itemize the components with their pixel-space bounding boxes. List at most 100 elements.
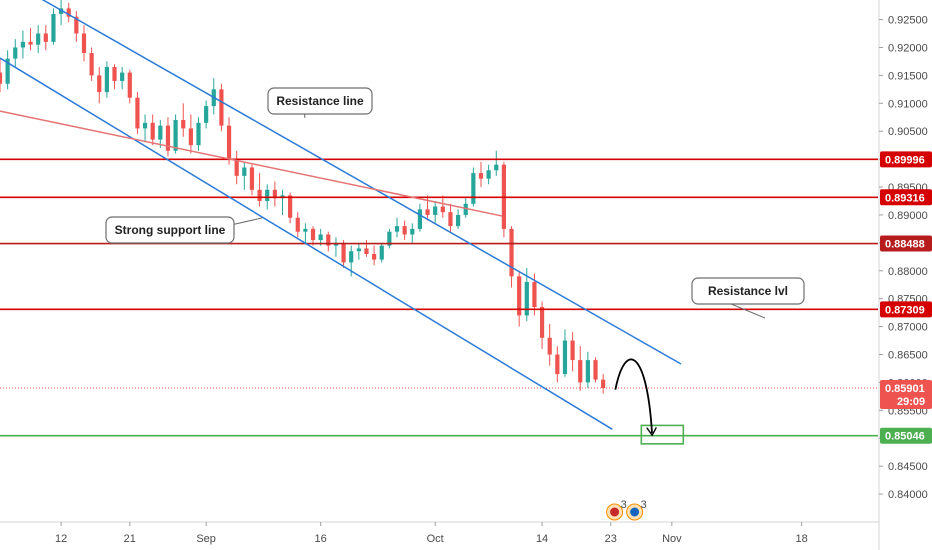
projection-arrow[interactable]: [614, 358, 652, 433]
callout-label: Resistance lvl: [708, 284, 788, 298]
candle-body: [112, 66, 117, 81]
candle-body: [364, 248, 369, 255]
candle-body: [310, 228, 316, 241]
candle-body: [303, 228, 308, 232]
candle-body: [425, 209, 430, 215]
price-tag[interactable]: [880, 301, 932, 318]
price-tick-label: 0.87000: [888, 322, 928, 334]
candle-body: [127, 72, 132, 98]
candle-body: [89, 53, 94, 76]
time-axis[interactable]: 12 21 Sep 16 Oct 14 23 Nov 18 3 3: [0, 499, 879, 545]
channel-line-upper[interactable]: [41, 0, 682, 365]
callout[interactable]: Resistance lvl: [691, 277, 805, 319]
callout-box[interactable]: [691, 277, 805, 305]
annotations-layer[interactable]: Resistance line Strong support line Resist…: [105, 87, 805, 319]
time-tick-label: Oct: [427, 533, 444, 545]
price-tag[interactable]: [880, 235, 932, 252]
candle-body: [158, 125, 163, 140]
candle-body: [74, 16, 79, 34]
candle-body: [165, 125, 171, 151]
candle-body: [387, 231, 392, 246]
candle-body: [181, 120, 186, 129]
candle-body: [455, 214, 461, 227]
candle-body: [555, 354, 560, 375]
callout-pointer: [303, 113, 306, 119]
candle-body: [417, 209, 423, 229]
callout[interactable]: Resistance line: [267, 87, 373, 119]
callout[interactable]: Strong support line: [105, 216, 263, 244]
candle-body: [20, 41, 26, 48]
callout-box[interactable]: [267, 87, 373, 115]
price-tag-label: 0.88488: [885, 239, 925, 251]
candle-body: [28, 41, 33, 45]
candle-body: [471, 173, 476, 204]
candle-body: [43, 33, 48, 42]
candle-body: [585, 360, 590, 383]
candle-body: [188, 128, 193, 146]
candle-body: [234, 159, 239, 176]
target-box[interactable]: [640, 424, 685, 445]
candle-body: [150, 122, 155, 140]
price-tag-label: 0.89316: [885, 192, 925, 204]
price-tag[interactable]: [880, 189, 932, 206]
price-tick-label: 0.84000: [888, 489, 928, 501]
candle-body: [410, 228, 415, 235]
current-price-tag[interactable]: [880, 379, 932, 409]
event-count-label: 3: [641, 499, 647, 511]
candle-body: [593, 360, 598, 380]
drawings-layer[interactable]: [0, 0, 878, 445]
candle-body: [81, 33, 87, 54]
price-tag[interactable]: [880, 427, 932, 444]
candle-body: [265, 189, 270, 201]
candle-body: [326, 234, 331, 246]
candle-body: [226, 125, 232, 160]
price-axis[interactable]: 0.925000.920000.915000.910000.905000.900…: [878, 0, 932, 550]
candle-body: [372, 254, 377, 260]
candle-body: [249, 167, 255, 190]
candle-body: [578, 360, 583, 383]
candle-body: [532, 281, 537, 308]
candle-body: [341, 242, 346, 263]
candle-body: [257, 189, 262, 201]
time-tick-label: Nov: [662, 533, 682, 545]
time-tick-label: Sep: [196, 533, 216, 545]
candle-body: [204, 106, 209, 123]
candle-body: [356, 248, 361, 252]
candle-body: [51, 13, 56, 42]
candle-body: [142, 122, 148, 129]
price-tick-label: 0.91000: [888, 98, 928, 110]
candle-body: [5, 58, 10, 84]
trend-line[interactable]: [0, 110, 503, 217]
candle-body: [402, 226, 407, 235]
candle-body: [486, 170, 491, 179]
callout-label: Strong support line: [115, 223, 226, 237]
callout-pointer: [731, 303, 766, 319]
event-flag-icon: [630, 507, 640, 517]
candle-body: [66, 8, 71, 17]
price-tick-label: 0.89000: [888, 210, 928, 222]
time-tick-label: 18: [796, 533, 808, 545]
time-tick-label: 16: [315, 533, 327, 545]
candle-body: [547, 337, 552, 355]
callout-box[interactable]: [105, 216, 235, 244]
candle-body: [104, 66, 109, 93]
candle-body: [196, 122, 201, 146]
candle-body: [0, 72, 3, 84]
price-tag[interactable]: [880, 151, 932, 168]
candle-body: [539, 307, 545, 338]
candle-body: [448, 212, 453, 227]
price-tag-label: 0.87309: [885, 304, 925, 316]
candle-body: [173, 120, 178, 151]
countdown-label: 29:09: [897, 396, 925, 408]
time-tick-label: 14: [536, 533, 548, 545]
candle-body: [242, 167, 247, 176]
candle-body: [478, 173, 484, 179]
price-tick-label: 0.86500: [888, 350, 928, 362]
candle-body: [135, 97, 140, 129]
price-tick-label: 0.90500: [888, 126, 928, 138]
candle-body: [517, 276, 522, 316]
channel-line-lower[interactable]: [0, 57, 613, 430]
candle-body: [13, 47, 18, 59]
